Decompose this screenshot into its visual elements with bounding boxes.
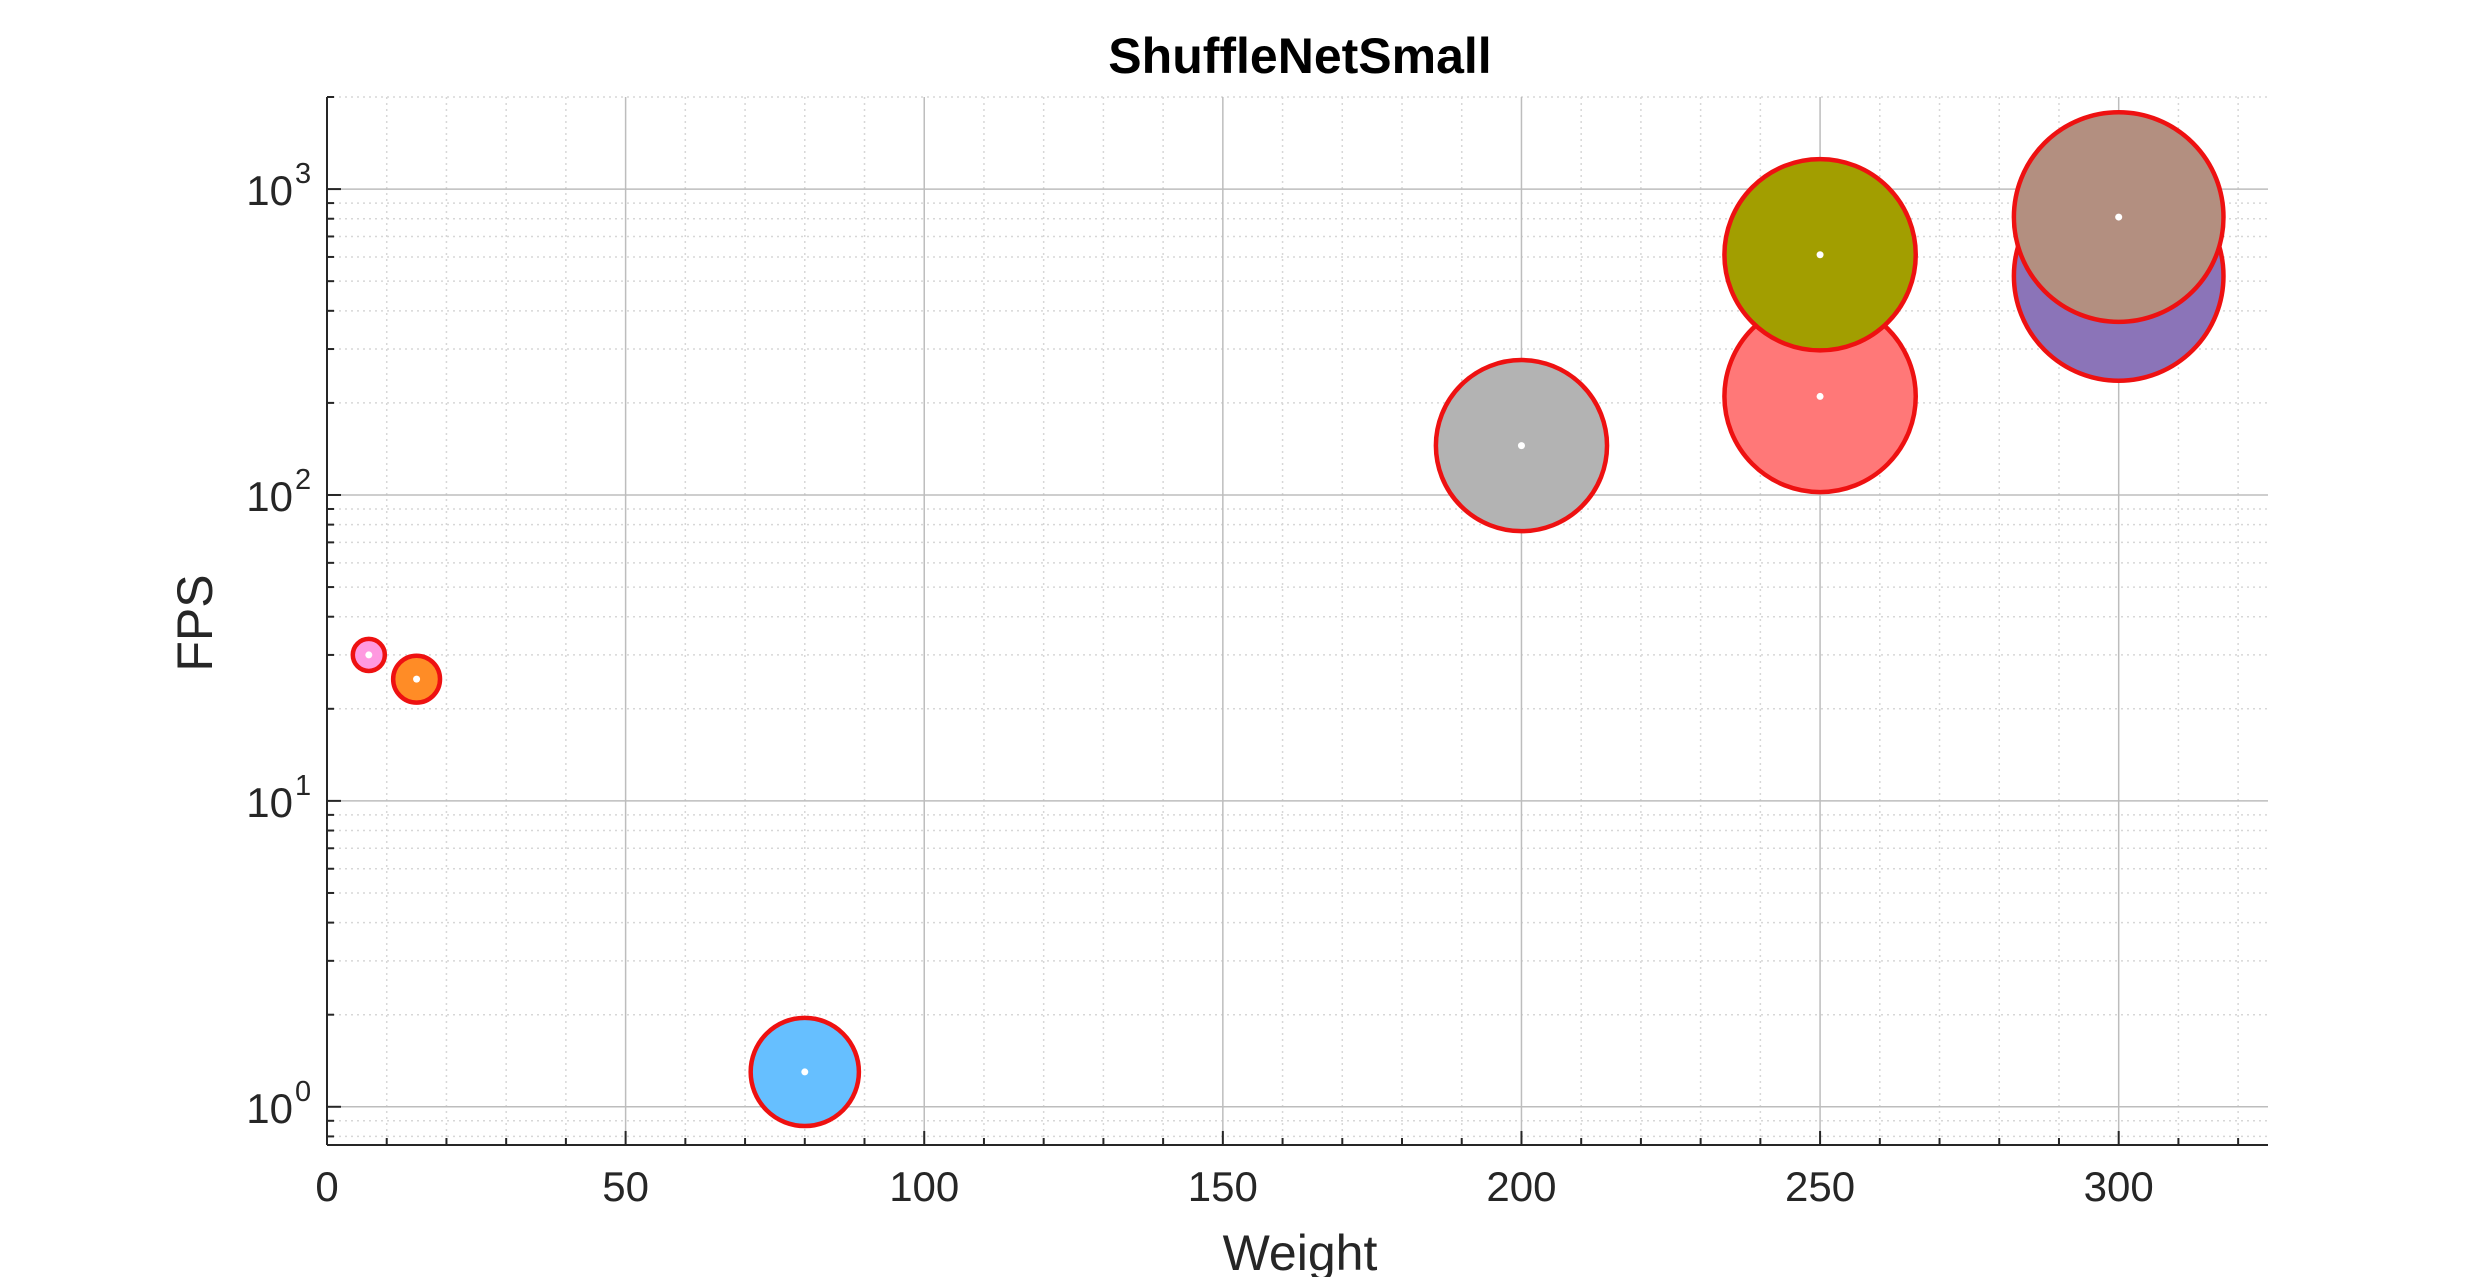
y-tick-label: 10 3 bbox=[246, 158, 311, 214]
x-tick-label: 50 bbox=[602, 1163, 649, 1210]
axes bbox=[326, 97, 2268, 1146]
chart-title: ShuffleNetSmall bbox=[1108, 28, 1491, 84]
y-axis-label: FPS bbox=[167, 574, 223, 671]
major-grid bbox=[327, 97, 2268, 1145]
y-tick-base: 10 bbox=[246, 1085, 293, 1132]
x-tick-label: 250 bbox=[1785, 1163, 1855, 1210]
y-tick-label: 10 0 bbox=[246, 1076, 311, 1132]
bubbles bbox=[350, 110, 2226, 1129]
bubble-center-dot bbox=[1816, 251, 1824, 259]
y-tick-exponent: 0 bbox=[295, 1076, 311, 1108]
bubble-center-dot bbox=[413, 675, 421, 683]
y-tick-exponent: 1 bbox=[295, 770, 311, 802]
y-tick-label: 10 2 bbox=[246, 464, 311, 520]
minor-grid bbox=[327, 96, 2268, 1145]
y-tick-exponent: 2 bbox=[295, 464, 311, 496]
x-tick-label: 100 bbox=[889, 1163, 959, 1210]
x-tick-label: 150 bbox=[1188, 1163, 1258, 1210]
tick-marks bbox=[326, 96, 2240, 1145]
bubble-center-dot bbox=[365, 651, 373, 659]
x-axis-label: Weight bbox=[1223, 1225, 1378, 1277]
y-tick-exponent: 3 bbox=[295, 158, 311, 190]
bubble-center-dot bbox=[1517, 442, 1525, 450]
x-tick-label: 300 bbox=[2084, 1163, 2154, 1210]
y-tick-base: 10 bbox=[246, 167, 293, 214]
y-tick-base: 10 bbox=[246, 779, 293, 826]
bubble-center-dot bbox=[801, 1068, 809, 1076]
bubble-center-dot bbox=[2115, 213, 2123, 221]
y-tick-label: 10 1 bbox=[246, 770, 311, 826]
x-tick-label: 200 bbox=[1486, 1163, 1556, 1210]
bubble-center-dot bbox=[1816, 392, 1824, 400]
y-tick-base: 10 bbox=[246, 473, 293, 520]
x-tick-label: 0 bbox=[315, 1163, 338, 1210]
